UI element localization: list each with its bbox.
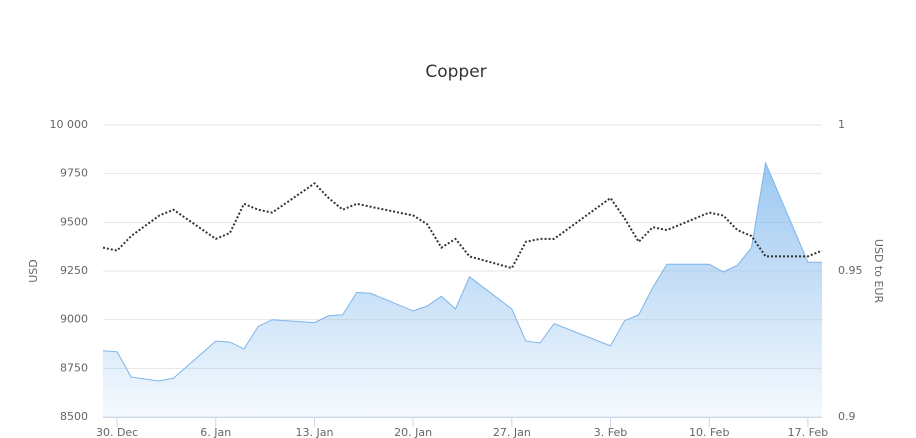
y-tick-label: 9250: [60, 264, 88, 277]
area-line: [102, 161, 822, 382]
dotted-line: [102, 182, 823, 270]
x-tick-label: 3. Feb: [594, 426, 627, 438]
area-fill: [103, 163, 822, 417]
x-tick-label: 13. Jan: [295, 426, 333, 438]
x-tick-label: 20. Jan: [394, 426, 432, 438]
x-tick-label: 30. Dec: [96, 426, 138, 438]
y-tick-label: 10 000: [50, 118, 89, 131]
y-tick-label: 9000: [60, 313, 88, 326]
y-tick-label: 9500: [60, 215, 88, 228]
y-tick-label: 9750: [60, 167, 88, 180]
y-tick-label: 8750: [60, 361, 88, 374]
y2-axis-title: USD to EUR: [872, 239, 885, 304]
x-tick-label: 6. Jan: [200, 426, 231, 438]
y2-tick-label: 1: [838, 118, 845, 131]
y-axis-title: USD: [27, 259, 40, 283]
x-tick-label: 27. Jan: [493, 426, 531, 438]
y2-tick-label: 0.9: [838, 410, 856, 423]
y2-tick-label: 0.95: [838, 264, 863, 277]
x-tick-label: 17. Feb: [788, 426, 828, 438]
y-tick-label: 8500: [60, 410, 88, 423]
x-tick-label: 10. Feb: [689, 426, 729, 438]
chart-title: Copper: [425, 62, 486, 82]
